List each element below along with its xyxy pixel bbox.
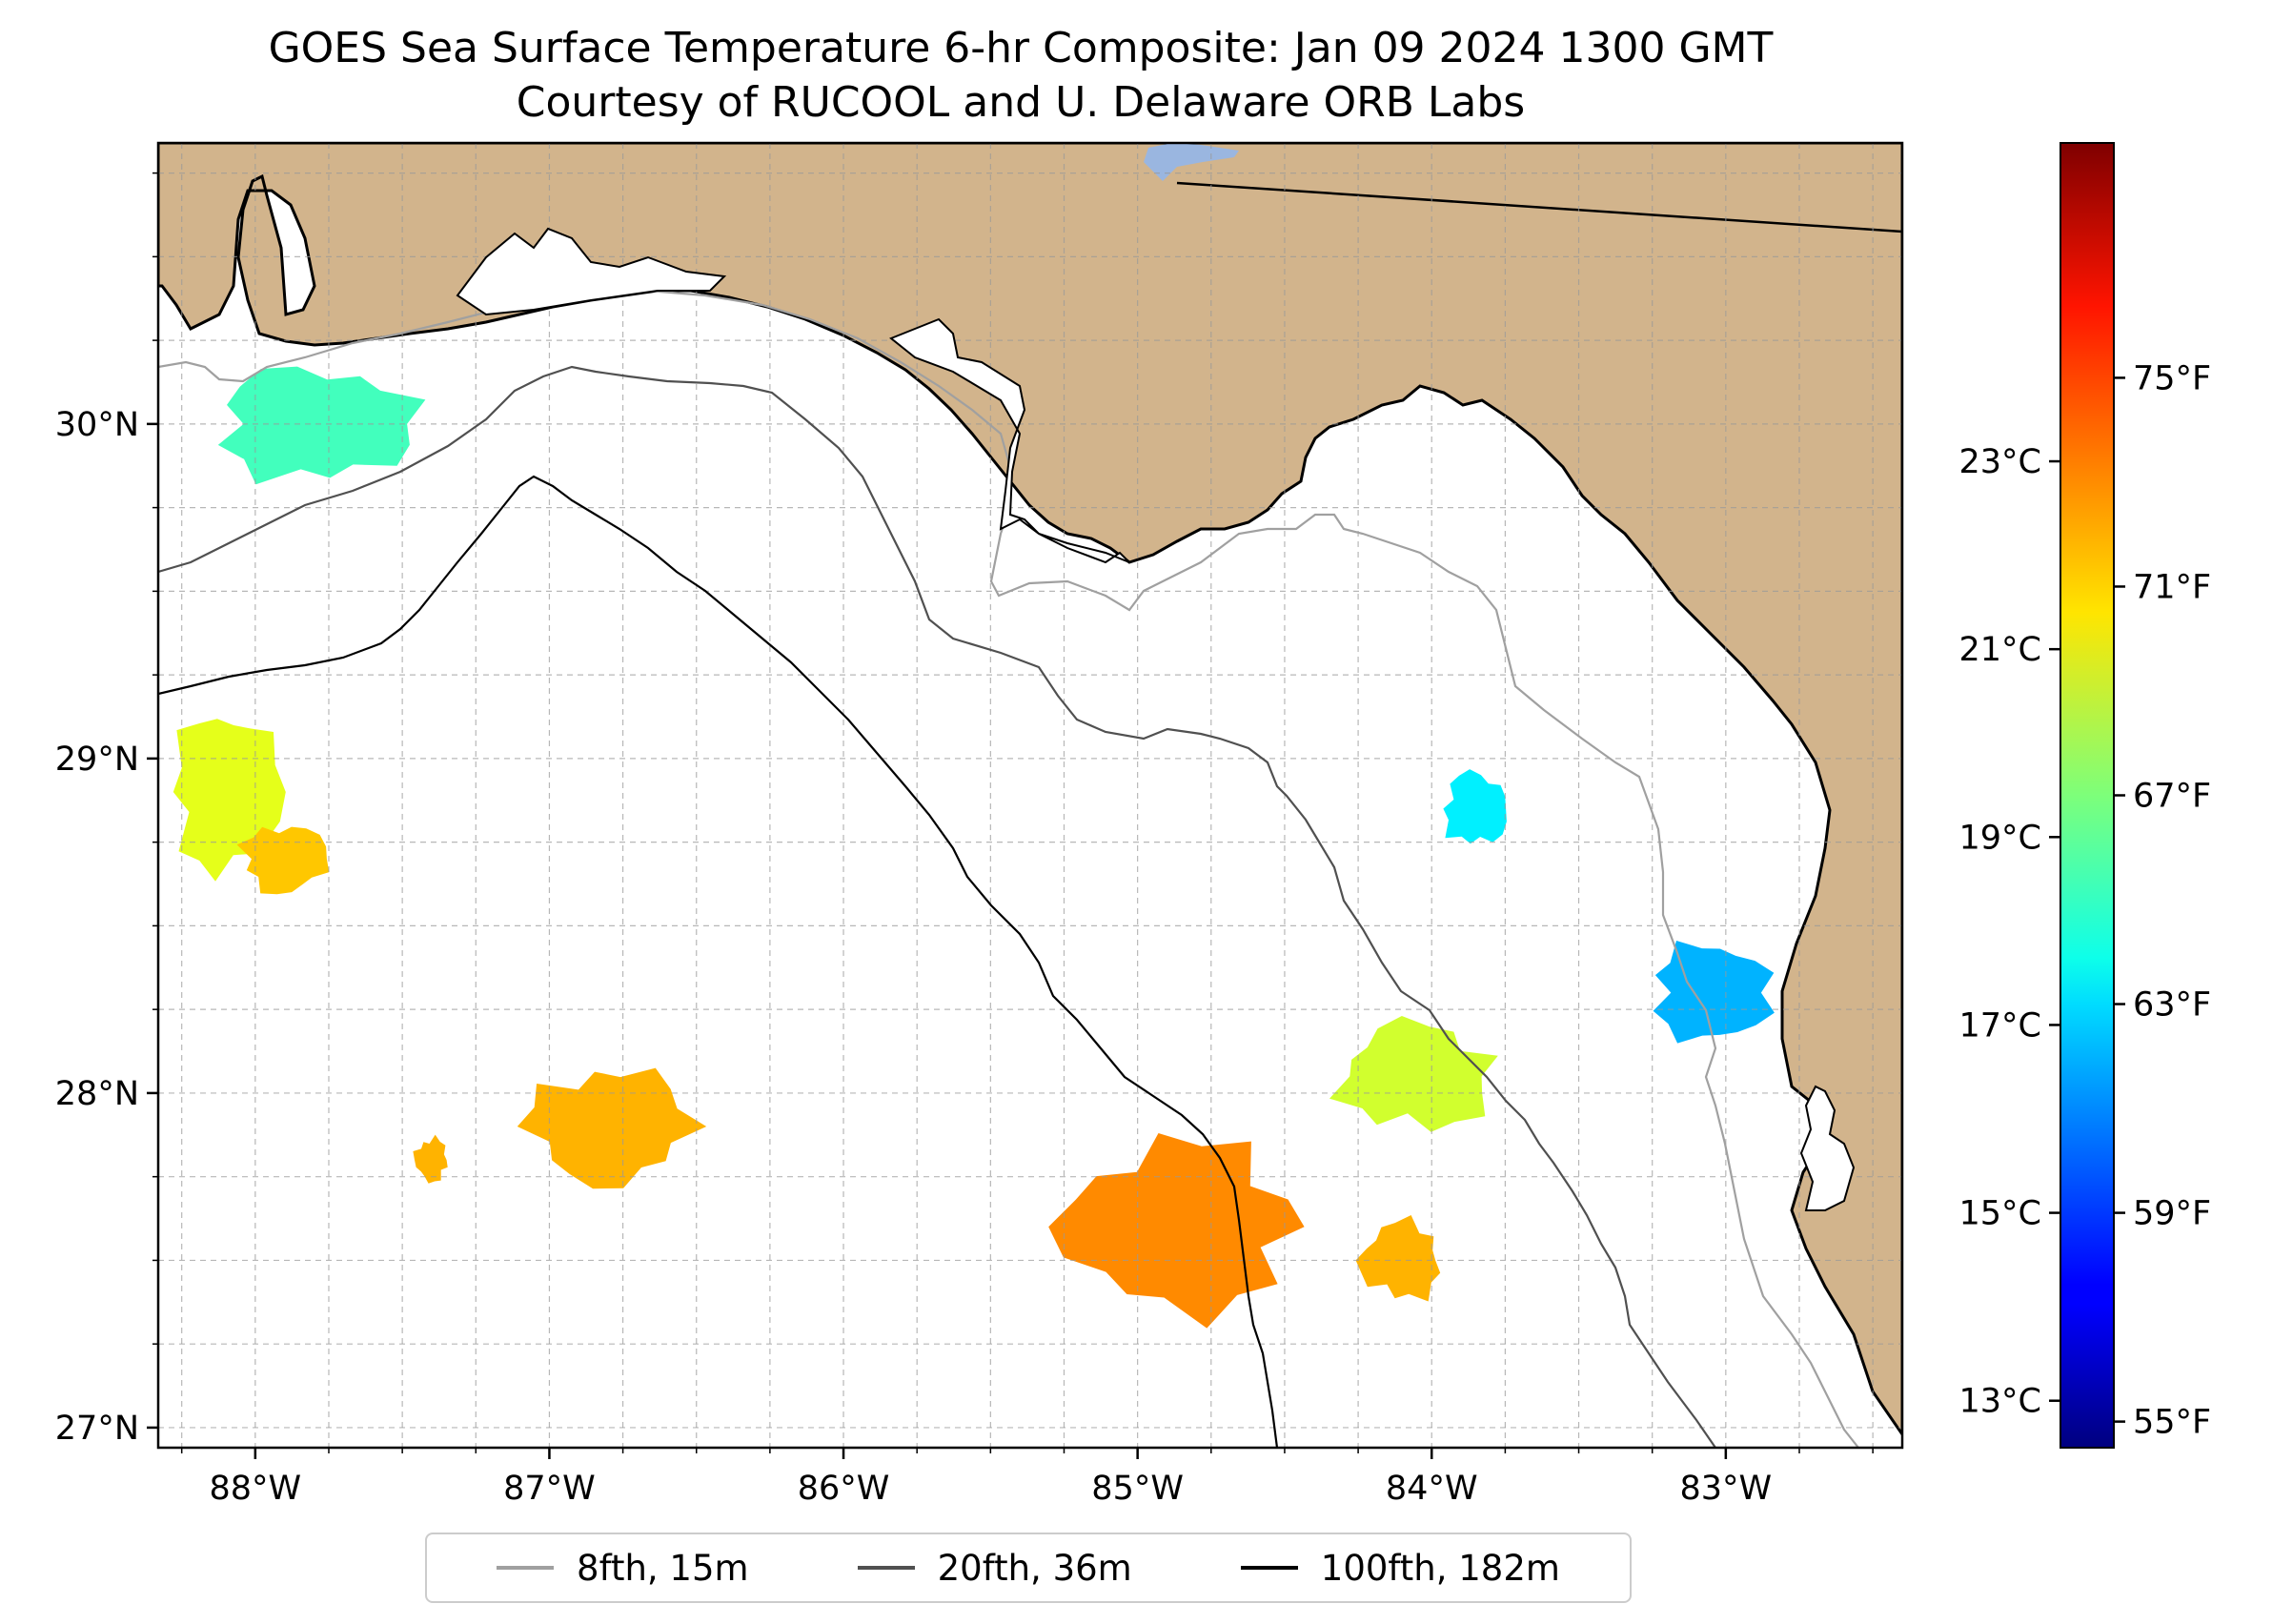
sst-patch-panhandle-nearshore	[217, 366, 426, 485]
colorbar-ticks: 55°F 59°F 63°F 67°F 71°F 75°F 13°C 15°C 17°C 19°C…	[1959, 359, 2212, 1441]
colorbar-f-label: 67°F	[2133, 778, 2211, 816]
map-panel	[158, 143, 1902, 1448]
colorbar-f-label: 75°F	[2133, 359, 2211, 397]
lon-tick-label: 83°W	[1680, 1470, 1773, 1508]
legend-item-8fth: 8fth, 15m	[497, 1548, 749, 1589]
colorbar-f-label: 55°F	[2133, 1404, 2211, 1442]
legend-swatch-20fth	[857, 1566, 915, 1570]
tampa-bay	[1799, 1085, 1856, 1211]
sst-patch-deep-gulf-center	[517, 1067, 707, 1189]
apalachicola-bay	[889, 317, 1130, 564]
colorbar-gradient	[2060, 142, 2115, 1449]
st-andrews-bay-inlet	[456, 227, 727, 316]
sst-patch-small-west-patch	[413, 1134, 448, 1184]
lon-tick-label: 85°W	[1091, 1470, 1184, 1508]
colorbar-c-label: 17°C	[1959, 1006, 2041, 1045]
colorbar-c-label: 13°C	[1959, 1383, 2041, 1421]
lat-tick-label: 27°N	[55, 1410, 139, 1448]
legend-label-8fth: 8fth, 15m	[577, 1547, 749, 1589]
sst-layer	[172, 366, 1775, 1329]
legend-item-20fth: 20fth, 36m	[857, 1547, 1132, 1589]
colorbar-f-label: 59°F	[2133, 1195, 2211, 1233]
lon-tick-label: 87°W	[503, 1470, 596, 1508]
isobath-100fth	[158, 475, 1279, 1448]
sst-patch-south-center-east	[1355, 1215, 1441, 1302]
legend-swatch-100fth	[1240, 1566, 1298, 1570]
axis-ticks: 88°W 87°W 86°W 85°W 84°W 83°W 27°N 28°N 29°N 30°N	[55, 172, 1874, 1508]
lon-tick-label: 84°W	[1386, 1470, 1478, 1508]
colorbar: 55°F 59°F 63°F 67°F 71°F 75°F 13°C 15°C 17°C 19°C…	[1959, 142, 2212, 1449]
colorbar-c-label: 19°C	[1959, 819, 2041, 857]
colorbar-c-label: 21°C	[1959, 631, 2041, 669]
isobath-legend: 8fth, 15m 20fth, 36m 100fth, 182m	[425, 1533, 1632, 1603]
lat-tick-label: 29°N	[55, 741, 139, 779]
title-line-1: GOES Sea Surface Temperature 6-hr Compos…	[269, 24, 1774, 72]
map-frame	[156, 141, 1904, 1450]
state-boundary	[1176, 181, 1902, 233]
lat-tick-label: 30°N	[55, 406, 139, 444]
sst-patch-nature-coast-cool	[1653, 941, 1775, 1044]
gridlines	[158, 143, 1902, 1448]
legend-swatch-8fth	[497, 1566, 555, 1570]
legend-item-100fth: 100fth, 182m	[1240, 1547, 1560, 1589]
sst-patch-mobile-offshore-orange	[236, 826, 330, 895]
colorbar-f-label: 71°F	[2133, 568, 2211, 606]
colorbar-f-label: 63°F	[2133, 986, 2211, 1025]
legend-label-100fth: 100fth, 182m	[1320, 1547, 1560, 1589]
lat-tick-label: 28°N	[55, 1075, 139, 1113]
land-area	[158, 143, 1902, 1437]
lon-tick-label: 86°W	[798, 1470, 890, 1508]
title-line-2: Courtesy of RUCOOL and U. Delaware ORB L…	[517, 78, 1525, 127]
sst-patch-south-center-warm	[1048, 1133, 1305, 1329]
lake-seminole	[1144, 143, 1239, 181]
colorbar-c-label: 15°C	[1959, 1195, 2041, 1233]
colorbar-c-label: 23°C	[1959, 443, 2041, 481]
isobath-20fth	[158, 365, 1716, 1448]
legend-label-20fth: 20fth, 36m	[937, 1547, 1132, 1589]
sst-patch-big-bend-cool	[1443, 769, 1507, 844]
lon-tick-label: 88°W	[210, 1470, 302, 1508]
